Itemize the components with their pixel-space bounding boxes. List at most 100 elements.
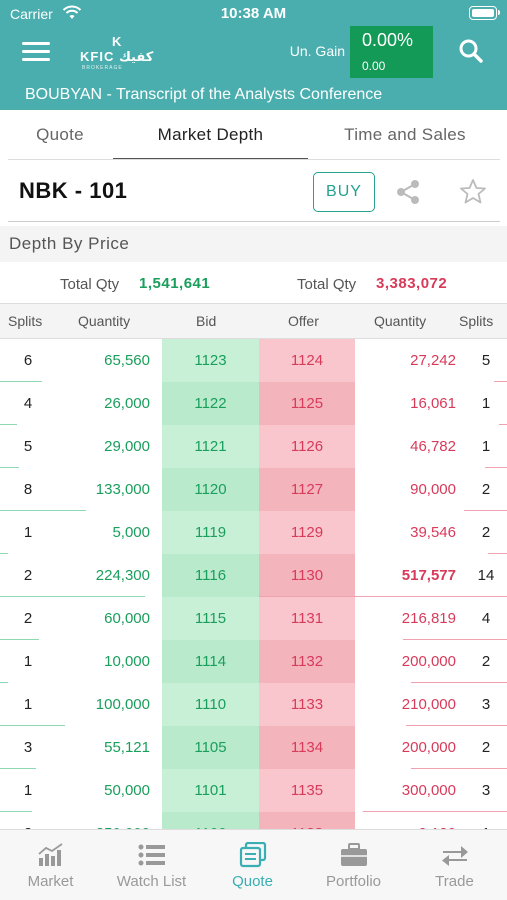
offer-volume-bar	[406, 725, 507, 726]
offer-splits-cell: 2	[481, 524, 491, 541]
offer-price-cell: 1130	[259, 554, 355, 597]
depth-title-bar: Depth By Price	[0, 226, 507, 262]
depth-row[interactable]: 1 50,000 1101 1135 300,000 3	[0, 769, 507, 812]
depth-row[interactable]: 3 55,121 1105 1134 200,000 2	[0, 726, 507, 769]
menu-button[interactable]	[22, 40, 50, 62]
bid-splits-cell: 5	[23, 438, 33, 455]
depth-row[interactable]: 5 29,000 1121 1126 46,782 1	[0, 425, 507, 468]
nav-watch-list[interactable]: Watch List	[101, 830, 202, 900]
news-ticker[interactable]: BOUBYAN - Transcript of the Analysts Con…	[25, 86, 383, 103]
unrealized-gain-box[interactable]: 0.00% 0.00	[350, 26, 433, 78]
offer-splits-cell: 1	[481, 438, 491, 455]
depth-row[interactable]: 1 10,000 1114 1132 200,000 2	[0, 640, 507, 683]
list-icon	[138, 844, 165, 866]
bid-splits-cell: 1	[23, 653, 33, 670]
bid-price-cell: 1122	[162, 382, 259, 425]
nav-portfolio[interactable]: Portfolio	[303, 830, 404, 900]
bid-price-cell: 1105	[162, 726, 259, 769]
share-icon[interactable]	[394, 178, 422, 206]
depth-row[interactable]: 1 5,000 1119 1129 39,546 2	[0, 511, 507, 554]
status-bar: Carrier 10:38 AM	[0, 0, 507, 26]
offer-splits-cell: 4	[481, 610, 491, 627]
buy-button[interactable]: BUY	[313, 172, 375, 212]
bid-quantity-cell: 224,300	[95, 567, 150, 584]
tab-time-and-sales[interactable]: Time and Sales	[344, 125, 466, 144]
nav-quote[interactable]: Quote	[202, 830, 303, 900]
nav-trade-label: Trade	[435, 873, 474, 890]
bid-price-cell: 1120	[162, 468, 259, 511]
nav-market[interactable]: Market	[0, 830, 101, 900]
depth-row[interactable]: 2250,000 110011389,120 1	[0, 812, 507, 829]
offer-volume-bar	[493, 381, 507, 382]
offer-volume-bar	[411, 682, 507, 683]
col-offer-splits: Splits	[459, 313, 494, 329]
wifi-icon	[62, 5, 82, 19]
quote-tabs: Quote Market Depth Time and Sales	[0, 110, 507, 160]
offer-splits-cell: 1	[481, 395, 491, 412]
app-header: Carrier 10:38 AM K KFIC كفيك BROKERAGE U…	[0, 0, 507, 110]
search-icon[interactable]	[458, 38, 484, 64]
offer-price-cell: 1124	[259, 339, 355, 382]
offer-volume-bar	[403, 639, 507, 640]
bid-quantity-cell: 65,560	[104, 352, 150, 369]
briefcase-icon	[341, 843, 367, 866]
depth-row[interactable]: 8 133,000 1120 1127 90,000 2	[0, 468, 507, 511]
col-bid-quantity: Quantity	[78, 313, 131, 329]
bid-quantity-cell: 100,000	[95, 696, 150, 713]
nav-trade[interactable]: Trade	[404, 830, 505, 900]
tab-quote[interactable]: Quote	[36, 125, 84, 144]
bid-volume-bar	[0, 811, 33, 812]
depth-row[interactable]: 6 65,560 1123 1124 27,242 5	[0, 339, 507, 382]
bid-quantity-cell: 55,121	[104, 739, 150, 756]
bid-price-cell: 1115	[162, 597, 259, 640]
bid-splits-cell: 1	[23, 782, 33, 799]
bid-quantity-cell: 250,000	[56, 812, 150, 829]
bid-price-cell: 1123	[162, 339, 259, 382]
depth-row[interactable]: 4 26,000 1122 1125 16,061 1	[0, 382, 507, 425]
carrier-name: Carrier	[10, 6, 53, 22]
offer-price-cell: 1133	[259, 683, 355, 726]
favorite-star-icon[interactable]	[458, 177, 488, 207]
battery-icon	[469, 6, 500, 20]
bid-total-qty-label: Total Qty	[60, 276, 120, 293]
bid-total-qty-value: 1,541,641	[139, 275, 211, 292]
bid-splits-cell: 1	[23, 524, 33, 541]
bid-volume-bar	[0, 510, 87, 511]
bid-splits-cell: 6	[23, 352, 33, 369]
depth-row[interactable]: 2 60,000 1115 1131 216,819 4	[0, 597, 507, 640]
bid-quantity-cell: 60,000	[104, 610, 150, 627]
depth-rows: 6 65,560 1123 1124 27,242 5 4 26,000 1122 1125 16,…	[0, 339, 507, 829]
nav-watch-list-label: Watch List	[116, 873, 187, 890]
offer-price-cell: 1134	[259, 726, 355, 769]
tab-market-depth[interactable]: Market Depth	[157, 125, 264, 144]
offer-quantity-cell: 90,000	[410, 481, 456, 498]
bid-splits-cell: 2	[0, 812, 56, 829]
bid-volume-bar	[0, 467, 19, 468]
offer-price-cell: 1127	[259, 468, 355, 511]
offer-price-cell: 1125	[259, 382, 355, 425]
offer-price-cell: 1135	[259, 769, 355, 812]
nav-portfolio-label: Portfolio	[325, 873, 382, 890]
offer-quantity-cell: 517,577	[401, 567, 456, 584]
tabs-divider	[8, 159, 500, 160]
offer-quantity-cell: 210,000	[401, 696, 456, 713]
symbol-name: NBK - 101	[19, 178, 128, 203]
bid-price-cell: 1114	[162, 640, 259, 683]
status-time: 10:38 AM	[220, 5, 287, 22]
offer-price-cell: 1138	[259, 812, 355, 829]
offer-splits-cell: 2	[481, 481, 491, 498]
offer-quantity-cell: 200,000	[401, 739, 456, 756]
offer-volume-bar	[463, 510, 507, 511]
depth-column-headers: Splits Quantity Bid Offer Quantity Split…	[0, 303, 507, 339]
bid-quantity-cell: 5,000	[112, 524, 150, 541]
offer-total-qty-label: Total Qty	[297, 276, 357, 293]
offer-quantity-cell: 300,000	[401, 782, 456, 799]
bid-volume-bar	[0, 725, 65, 726]
offer-splits-cell: 14	[477, 567, 495, 584]
bid-splits-cell: 8	[23, 481, 33, 498]
bid-splits-cell: 2	[23, 610, 33, 627]
depth-row[interactable]: 2 224,300 1116 1130 517,577 14	[0, 554, 507, 597]
offer-volume-bar	[499, 424, 507, 425]
offer-quantity-cell: 200,000	[401, 653, 456, 670]
depth-row[interactable]: 1 100,000 1110 1133 210,000 3	[0, 683, 507, 726]
